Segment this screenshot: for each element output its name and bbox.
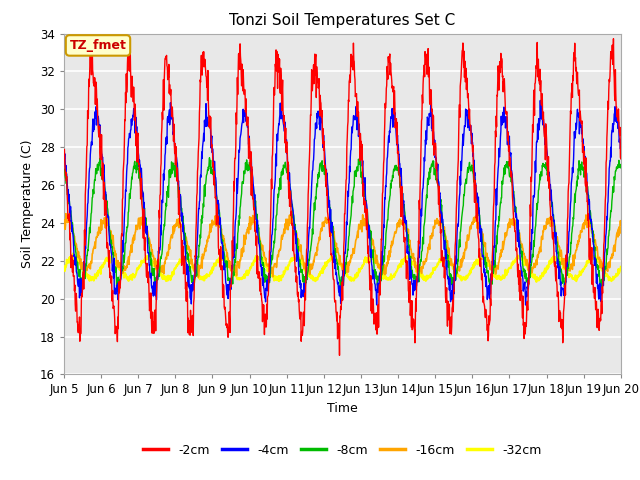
Text: TZ_fmet: TZ_fmet bbox=[70, 39, 127, 52]
Legend: -2cm, -4cm, -8cm, -16cm, -32cm: -2cm, -4cm, -8cm, -16cm, -32cm bbox=[138, 439, 547, 462]
X-axis label: Time: Time bbox=[327, 402, 358, 415]
Title: Tonzi Soil Temperatures Set C: Tonzi Soil Temperatures Set C bbox=[229, 13, 456, 28]
Y-axis label: Soil Temperature (C): Soil Temperature (C) bbox=[21, 140, 35, 268]
